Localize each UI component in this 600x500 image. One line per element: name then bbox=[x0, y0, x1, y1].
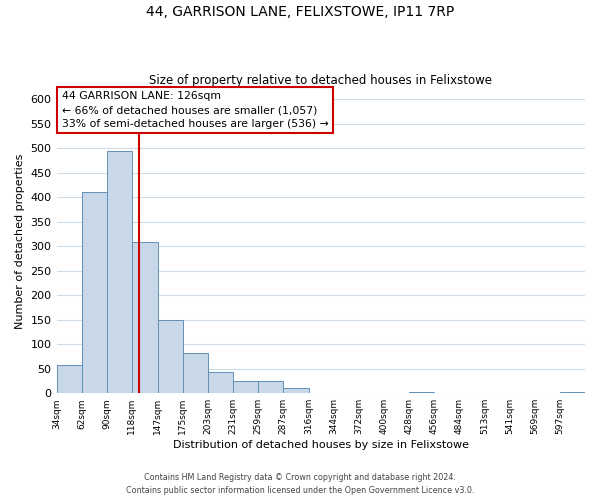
Text: 44 GARRISON LANE: 126sqm
← 66% of detached houses are smaller (1,057)
33% of sem: 44 GARRISON LANE: 126sqm ← 66% of detach… bbox=[62, 91, 329, 129]
Bar bbox=[131, 242, 158, 393]
Text: 44, GARRISON LANE, FELIXSTOWE, IP11 7RP: 44, GARRISON LANE, FELIXSTOWE, IP11 7RP bbox=[146, 5, 454, 19]
Bar bbox=[208, 372, 233, 393]
Bar bbox=[158, 320, 182, 393]
Y-axis label: Number of detached properties: Number of detached properties bbox=[15, 154, 25, 329]
Title: Size of property relative to detached houses in Felixstowe: Size of property relative to detached ho… bbox=[149, 74, 492, 87]
Bar bbox=[258, 381, 283, 393]
Bar bbox=[560, 392, 585, 393]
Bar bbox=[82, 192, 107, 393]
Bar bbox=[283, 388, 308, 393]
Bar bbox=[233, 381, 258, 393]
Bar bbox=[107, 151, 131, 393]
X-axis label: Distribution of detached houses by size in Felixstowe: Distribution of detached houses by size … bbox=[173, 440, 469, 450]
Text: Contains HM Land Registry data © Crown copyright and database right 2024.
Contai: Contains HM Land Registry data © Crown c… bbox=[126, 474, 474, 495]
Bar bbox=[182, 353, 208, 393]
Bar bbox=[56, 366, 82, 393]
Bar bbox=[409, 392, 434, 393]
